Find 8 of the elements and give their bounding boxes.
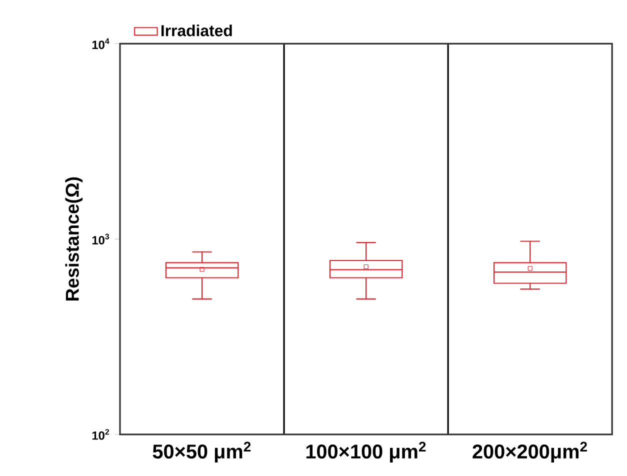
y-tick-label: 10$^{4}$ [92,38,110,49]
legend-label: Irradiated [161,24,232,36]
x-tick-label: 200×200μm$^{2}$ [472,442,587,462]
x-tick-label: 50×50 μm$^{2}$ [152,442,251,462]
y-axis-title: Resistance(Ω) [65,177,83,300]
y-tick-label: 10$^{2}$ [92,428,110,440]
y-tick-label: 10$^{3}$ [92,234,110,244]
x-tick-label: 100×100 μm$^{2}$ [306,442,426,462]
